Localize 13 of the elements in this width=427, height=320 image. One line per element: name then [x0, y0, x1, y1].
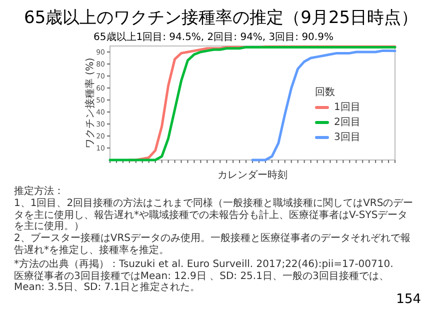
annotation: 推定方法： [14, 186, 65, 198]
title: 65歳以上のワクチン接種率の推定（9月25日時点） [24, 7, 418, 29]
xlabel: カレンダー時刻 [216, 168, 288, 182]
annotation: *方法の出典（再掲）：Tsuzuki et al. Euro Surveill. 2017;22(46):pii=17-00710.医療従事者の3回目接種ではMean: 12.9日 、SD: 25.1日、一般の3回目接種では、Mean: 3.5日、SD: 7.1日と推定された。 [14, 259, 394, 294]
annotation: 154 [396, 292, 421, 307]
annotation: 2、ブースター接種はVRSデータのみ使用。一般接種と医療従事者のデータそれぞれで報告遅れ*を推定し、接種率を推定。 [14, 233, 412, 256]
legend-label: 2回目 [333, 116, 360, 130]
legend-title: 回数 [315, 86, 336, 100]
annotation: 1、1回目、2回目接種の方法はこれまで同様（一般接種と職域接種に関してはVRSのデータを主に使用し、報告遅れ*や職域接種での未報告分も計上、医療従事者はV-SYSデータを主に使用。） [14, 198, 414, 232]
legend-label: 3回目 [333, 131, 360, 145]
ylabel: ワクチン接種率 (%) [84, 56, 96, 150]
subtitle: 65歳以上1回目: 94.5%, 2回目: 94%, 3回目: 90.9% [92, 30, 334, 44]
legend-label: 1回目 [333, 101, 360, 115]
